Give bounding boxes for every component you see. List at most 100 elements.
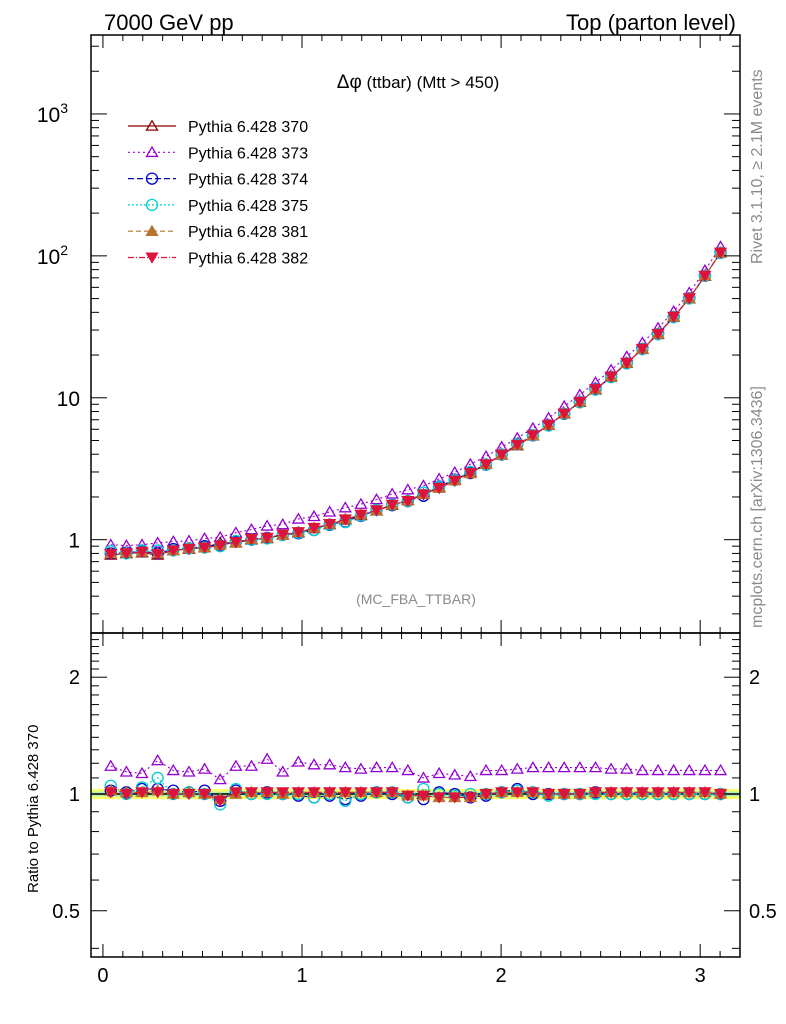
- main-series-2-line: [110, 252, 722, 554]
- ratio-series-4-point-3: [151, 787, 165, 799]
- main-series-5-point-39: [713, 247, 728, 259]
- legend-label-2: Pythia 6.428 374: [188, 172, 308, 189]
- ratio-y-tick-label-left-1: 1: [69, 784, 80, 806]
- main-series-5-point-22: [448, 475, 462, 488]
- ratio-series-0-point-6: [197, 762, 212, 774]
- ratio-series-4-point-16: [354, 787, 368, 799]
- main-series-5-point-23: [463, 468, 478, 480]
- ratio-series-0-point-30: [573, 761, 587, 773]
- ratio-series-0-point-33: [620, 762, 634, 774]
- main-series-5-point-38: [698, 270, 712, 282]
- ratio-series-4-point-22: [448, 792, 462, 804]
- main-series-5-point-3: [151, 549, 165, 561]
- ratio-series-4-point-29: [557, 788, 571, 801]
- header-left: 7000 GeV pp: [104, 10, 234, 35]
- main-y-tick-exp-1: 2: [60, 242, 68, 258]
- ratio-y-tick-label-left-2: 0.5: [52, 901, 80, 923]
- main-series-4-line: [110, 252, 722, 554]
- ratio-series-4-point-14: [323, 787, 337, 799]
- legend-label-0: Pythia 6.428 370: [188, 119, 308, 136]
- ratio-series-0-point-13: [307, 758, 321, 770]
- main-series-5-point-32: [604, 371, 618, 383]
- ratio-series-4-point-26: [510, 787, 524, 799]
- main-series-5-point-33: [620, 357, 634, 370]
- x-tick-label-3: 3: [695, 965, 706, 987]
- legend-item-4: Pythia 6.428 381: [128, 224, 308, 241]
- ratio-series-0-point-31: [588, 761, 603, 773]
- main-series-5-point-16: [354, 509, 368, 521]
- ratio-series-0-point-9: [244, 759, 259, 771]
- main-series-1-point-13: [307, 509, 321, 522]
- ratio-series-0-point-10: [260, 752, 274, 764]
- ratio-series-4-point-35: [651, 787, 665, 799]
- ratio-series-4-point-19: [401, 790, 415, 802]
- ratio-series-4-point-9: [244, 787, 259, 799]
- ratio-ylabel: Ratio to Pythia 6.428 370: [25, 725, 42, 893]
- ratio-series-4-point-8: [229, 787, 243, 799]
- main-series-5-point-8: [229, 537, 243, 549]
- main-series-1-point-17: [369, 492, 384, 505]
- ratio-series-4-point-33: [620, 787, 634, 799]
- ratio-series-1-line: [110, 788, 721, 802]
- main-y-tick-label-1: 102: [37, 242, 68, 269]
- ratio-series-4-point-23: [463, 792, 478, 804]
- ratio-series-4-point-39: [713, 788, 728, 801]
- ratio-series-0-point-20: [416, 771, 431, 783]
- main-series-0: [104, 246, 728, 560]
- ratio-series-4-point-24: [479, 788, 493, 801]
- ratio-series-4-point-10: [260, 787, 274, 799]
- ratio-series-4-point-36: [667, 787, 681, 799]
- ratio-series-0-point-38: [698, 763, 712, 776]
- main-series-5-point-27: [526, 430, 540, 442]
- ratio-series-0-point-3: [151, 753, 165, 766]
- ratio-series-0-point-35: [651, 763, 665, 776]
- main-series-5-point-19: [401, 496, 415, 508]
- ratio-series-0-point-28: [541, 761, 556, 773]
- main-series-1-point-11: [276, 517, 290, 530]
- main-series-4: [104, 246, 728, 559]
- legend-item-0: Pythia 6.428 370: [128, 119, 308, 136]
- legend-label-5: Pythia 6.428 382: [188, 251, 308, 268]
- ratio-series-4-point-27: [526, 787, 540, 799]
- ratio-y-tick-label-right-1: 1: [749, 784, 760, 806]
- ratio-series-0-point-8: [229, 759, 243, 771]
- legend-item-2: Pythia 6.428 374: [128, 172, 308, 189]
- main-title-rest: (ttbar) (Mtt > 450): [362, 73, 499, 92]
- ratio-series-0-point-16: [354, 762, 368, 774]
- ratio-series-4-point-34: [635, 787, 650, 799]
- main-series-1-point-18: [385, 487, 399, 499]
- main-series-5-point-29: [557, 408, 571, 420]
- main-series-5-point-28: [541, 419, 556, 432]
- main-series-5-point-35: [651, 328, 665, 341]
- ratio-series-4-line: [110, 791, 721, 802]
- ratio-series-0-point-12: [291, 755, 306, 767]
- ratio-series-0-point-7: [213, 772, 227, 785]
- legend-label-1: Pythia 6.428 373: [188, 145, 308, 162]
- main-series-5-point-10: [260, 532, 274, 545]
- main-series-5-line: [110, 252, 722, 555]
- main-series-5-point-14: [323, 518, 337, 531]
- ratio-series-0-point-4: [166, 763, 180, 776]
- legend-item-1: Pythia 6.428 373: [128, 145, 308, 162]
- ratio-y-tick-label-right-0: 2: [749, 667, 760, 689]
- ratio-series-0-point-32: [604, 762, 618, 774]
- ratio-series-4: [104, 787, 728, 808]
- main-series-5-point-6: [197, 542, 212, 554]
- legend-label-3: Pythia 6.428 375: [188, 198, 308, 215]
- main-series-5-point-25: [495, 449, 509, 461]
- ratio-series-0-point-5: [182, 765, 196, 777]
- ratio-series-4-point-18: [385, 787, 399, 799]
- main-series-5-point-1: [119, 548, 134, 560]
- rivet-label: Rivet 3.1.10, ≥ 2.1M events: [749, 69, 766, 264]
- ratio-series-0-point-25: [495, 763, 509, 776]
- watermark: (MC_FBA_TTBAR): [356, 591, 476, 607]
- ratio-series-4-point-4: [166, 788, 180, 801]
- main-series-2: [104, 246, 727, 560]
- main-series-5-point-9: [244, 534, 259, 546]
- ratio-series-0-point-15: [338, 761, 352, 773]
- legend-label-4: Pythia 6.428 381: [188, 224, 308, 241]
- main-series-5-point-36: [667, 311, 681, 324]
- legend-marker-3: [145, 198, 159, 212]
- main-series-5-point-5: [182, 543, 196, 556]
- legend-marker-4: [145, 224, 159, 236]
